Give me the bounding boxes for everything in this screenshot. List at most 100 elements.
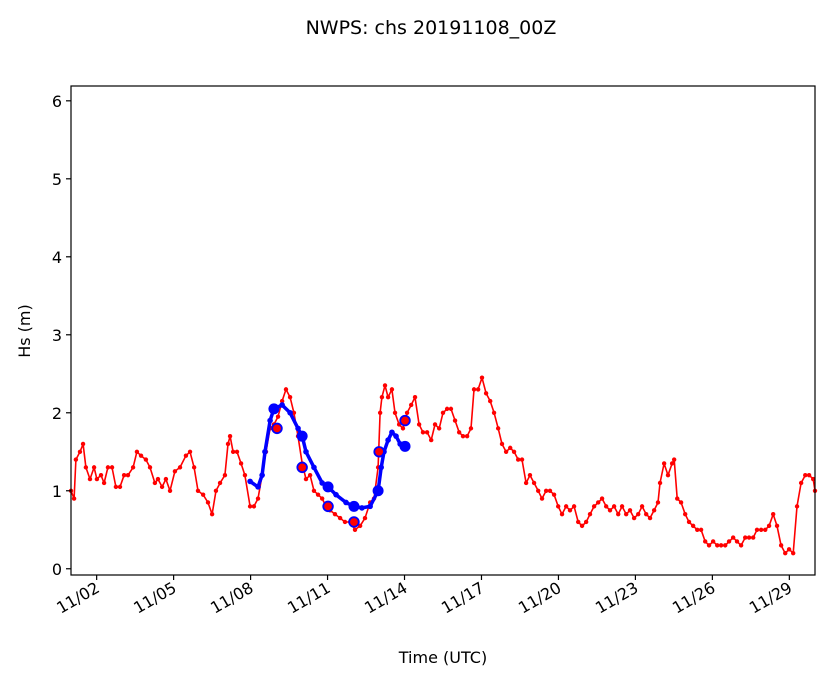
observed-point [287,394,293,400]
observed-point [130,465,136,470]
observed-point [579,523,585,529]
observed-point [138,453,144,458]
observed-point [80,441,86,447]
observed-point [636,511,641,517]
observed-point [98,472,104,478]
forecast-point [311,464,317,471]
observed-point [134,449,140,454]
observed-point [531,480,537,486]
observed-point [238,461,244,466]
observed-point [675,496,680,501]
observed-point [213,488,219,493]
observed-point [661,461,667,466]
observed-point [352,527,358,532]
observed-point [726,539,732,544]
observed-point [217,480,223,486]
observed-point [671,457,677,462]
observed-point [307,472,313,478]
forecast-daily-point [322,481,334,493]
observed-point [392,410,398,415]
y-tick-label: 1 [52,482,62,501]
observed-point [342,519,348,525]
observed-point [778,543,784,548]
observed-point [428,437,434,443]
observed-point [279,398,285,404]
observed-point [631,515,637,521]
observed-point [125,472,131,478]
observed-point [113,484,119,490]
observed-point [209,511,215,517]
observed-point [758,527,764,532]
observed-point [503,449,509,454]
forecast-point [303,448,309,455]
forecast-point [262,448,268,455]
forecast-point [287,409,293,416]
observed-point [163,476,169,482]
observed-point [774,523,780,529]
y-tick-label: 5 [52,170,62,189]
observed-point [227,433,233,439]
x-tick-label: 11/14 [361,578,410,618]
observed-point [695,527,700,532]
observed-point [424,430,430,435]
observed-point [730,535,736,540]
forecast-point [247,478,253,485]
observed-point [471,387,477,392]
observed-point [806,472,812,478]
observed-point [587,511,593,517]
x-tick-label: 11/02 [53,578,102,618]
observed-point [404,410,410,415]
observed-point [362,515,368,521]
observed-point [379,394,385,400]
observed-daily-point [348,516,360,528]
observed-point [499,441,505,447]
observed-point [275,414,281,419]
observed-point [723,543,728,548]
observed-point [770,511,776,517]
observed-point [187,449,193,454]
y-tick-label: 2 [52,404,62,423]
observed-point [706,543,712,548]
observed-point [400,426,406,431]
observed-point [483,391,489,396]
x-tick-label: 11/11 [284,578,333,618]
observed-point [247,504,253,509]
observed-point [559,511,565,517]
observed-point [416,422,422,427]
observed-point [440,410,446,415]
observed-point [508,445,513,451]
x-tick-label: 11/20 [515,578,564,618]
observed-point [639,504,645,509]
observed-point [583,519,589,525]
observed-point [786,547,792,552]
observed-point [255,496,261,501]
observed-point [420,430,426,435]
observed-point [475,387,481,392]
observed-point [591,504,597,509]
observed-point [607,508,613,513]
observed-point [101,480,107,486]
forecast-point [389,429,395,436]
observed-point [303,476,309,482]
observed-point [385,394,391,400]
forecast-point [359,505,365,511]
observed-point [222,472,228,478]
observed-point [377,410,383,415]
plot-marks [68,375,818,556]
observed-point [555,504,561,509]
observed-point [616,511,621,517]
observed-point [657,480,663,486]
observed-point [527,472,533,478]
observed-point [488,398,493,404]
observed-point [655,500,661,505]
observed-point [523,480,529,486]
observed-point [567,508,573,513]
observed-point [195,488,201,493]
observed-point [412,394,418,400]
observed-point [191,465,197,470]
observed-point [172,469,178,474]
observed-point [205,500,211,505]
y-axis-ticks: 0 1 2 3 4 5 6 [52,92,71,579]
observed-point [678,500,684,505]
